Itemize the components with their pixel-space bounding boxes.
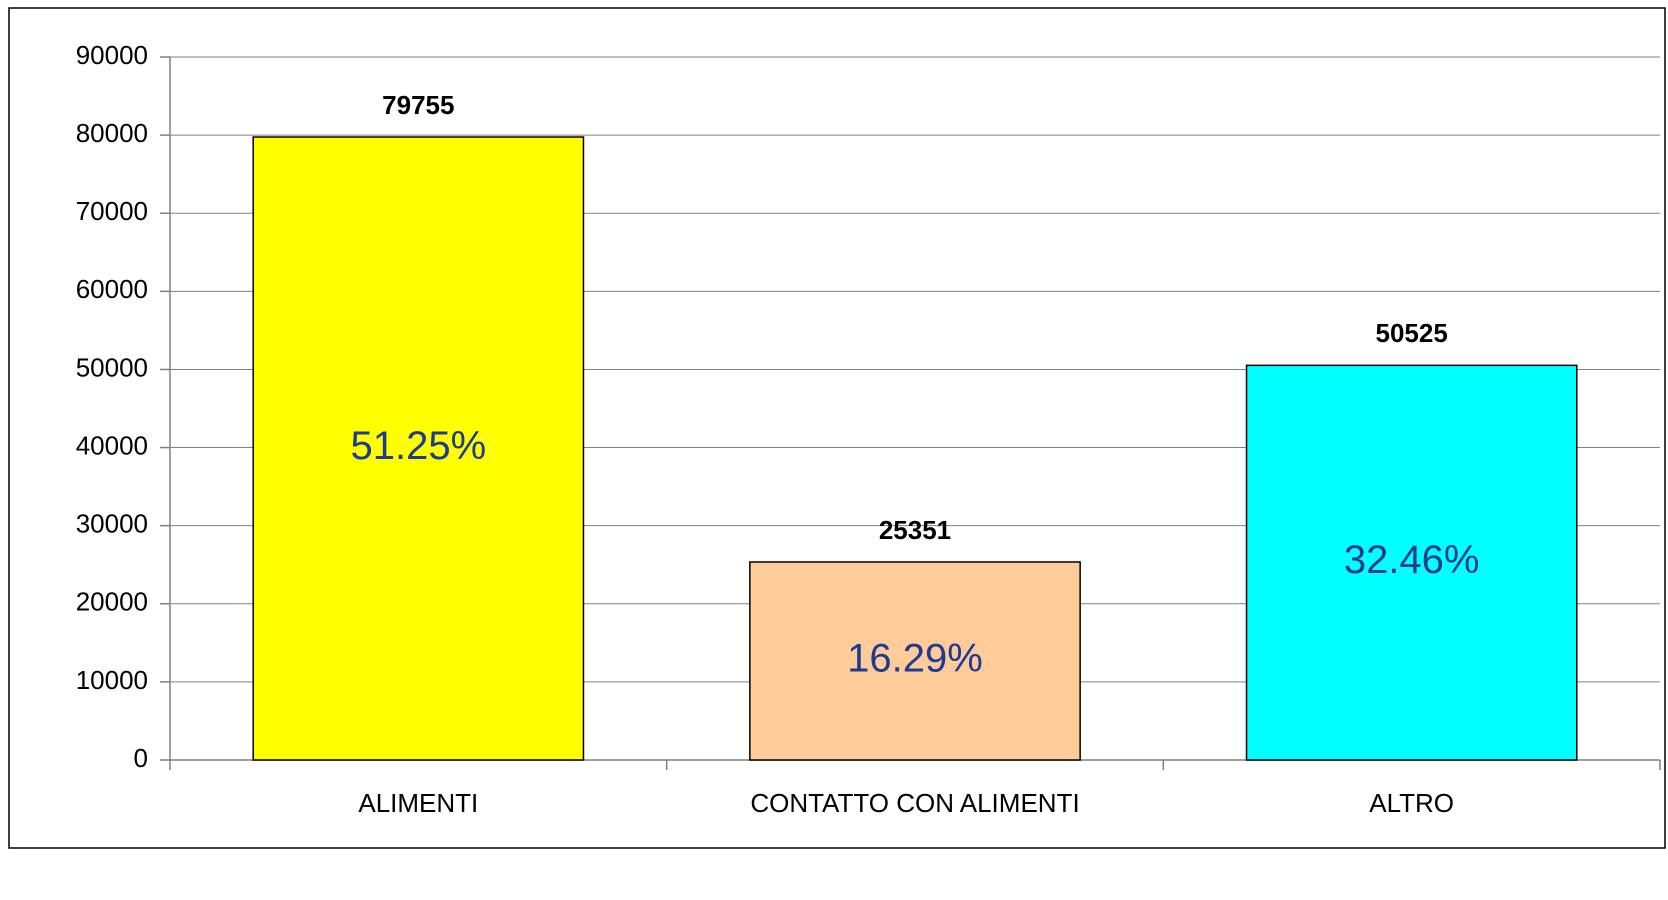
share-label: 51.25%: [350, 424, 486, 468]
value-label: 79755: [382, 90, 454, 120]
y-tick-label: 30000: [76, 509, 148, 539]
y-tick-label: 60000: [76, 274, 148, 304]
bar: [1245, 364, 1578, 761]
y-tick-label: 70000: [76, 196, 148, 226]
x-tick-label: ALTRO: [1369, 788, 1454, 818]
y-tick-label: 20000: [76, 587, 148, 617]
y-tick-label: 50000: [76, 352, 148, 382]
y-tick-label: 0: [134, 743, 148, 773]
bar: [252, 136, 585, 761]
share-label: 32.46%: [1344, 538, 1480, 582]
y-tick-label: 10000: [76, 665, 148, 695]
y-tick-label: 40000: [76, 430, 148, 460]
y-tick-label: 80000: [76, 118, 148, 148]
value-label: 25351: [879, 515, 951, 545]
x-tick-label: ALIMENTI: [358, 788, 478, 818]
bar: [749, 561, 1081, 761]
share-label: 16.29%: [847, 637, 983, 681]
value-label: 50525: [1376, 318, 1448, 348]
y-tick-label: 90000: [76, 40, 148, 70]
x-tick-label: CONTATTO CON ALIMENTI: [750, 788, 1079, 818]
